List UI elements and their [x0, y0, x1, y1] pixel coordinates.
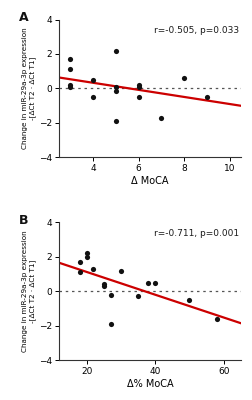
- Y-axis label: Change in miR-29a-3p expression
-[ΔCt T2 · ΔCt T1]: Change in miR-29a-3p expression -[ΔCt T2…: [21, 230, 36, 352]
- Point: [137, 84, 141, 90]
- Point: [146, 280, 150, 286]
- Point: [182, 75, 186, 81]
- Text: r=-0.505, p=0.033: r=-0.505, p=0.033: [154, 26, 239, 36]
- Point: [137, 94, 141, 100]
- X-axis label: Δ% MoCA: Δ% MoCA: [127, 379, 173, 389]
- Point: [153, 280, 157, 286]
- Point: [119, 267, 123, 274]
- Point: [69, 82, 73, 88]
- Point: [137, 82, 141, 88]
- Point: [205, 94, 209, 100]
- Point: [69, 66, 73, 73]
- Point: [109, 321, 113, 327]
- Point: [114, 84, 118, 90]
- Point: [91, 266, 96, 272]
- Point: [91, 77, 95, 83]
- Text: B: B: [19, 214, 29, 227]
- Text: r=-0.711, p=0.001: r=-0.711, p=0.001: [154, 229, 239, 238]
- Text: A: A: [19, 11, 29, 24]
- Point: [78, 269, 82, 276]
- Point: [69, 84, 73, 90]
- Point: [91, 94, 95, 100]
- X-axis label: Δ MoCA: Δ MoCA: [131, 176, 169, 186]
- Point: [159, 114, 163, 121]
- Point: [114, 88, 118, 94]
- Point: [136, 293, 140, 300]
- Point: [187, 297, 192, 303]
- Point: [114, 47, 118, 54]
- Point: [78, 259, 82, 265]
- Point: [102, 281, 106, 288]
- Point: [114, 118, 118, 124]
- Point: [109, 292, 113, 298]
- Point: [102, 283, 106, 289]
- Point: [69, 56, 73, 62]
- Point: [215, 316, 219, 322]
- Point: [84, 254, 88, 260]
- Y-axis label: Change in miR-29a-3p expression
-[ΔCt T2 · ΔCt T1]: Change in miR-29a-3p expression -[ΔCt T2…: [21, 28, 36, 149]
- Point: [84, 250, 88, 256]
